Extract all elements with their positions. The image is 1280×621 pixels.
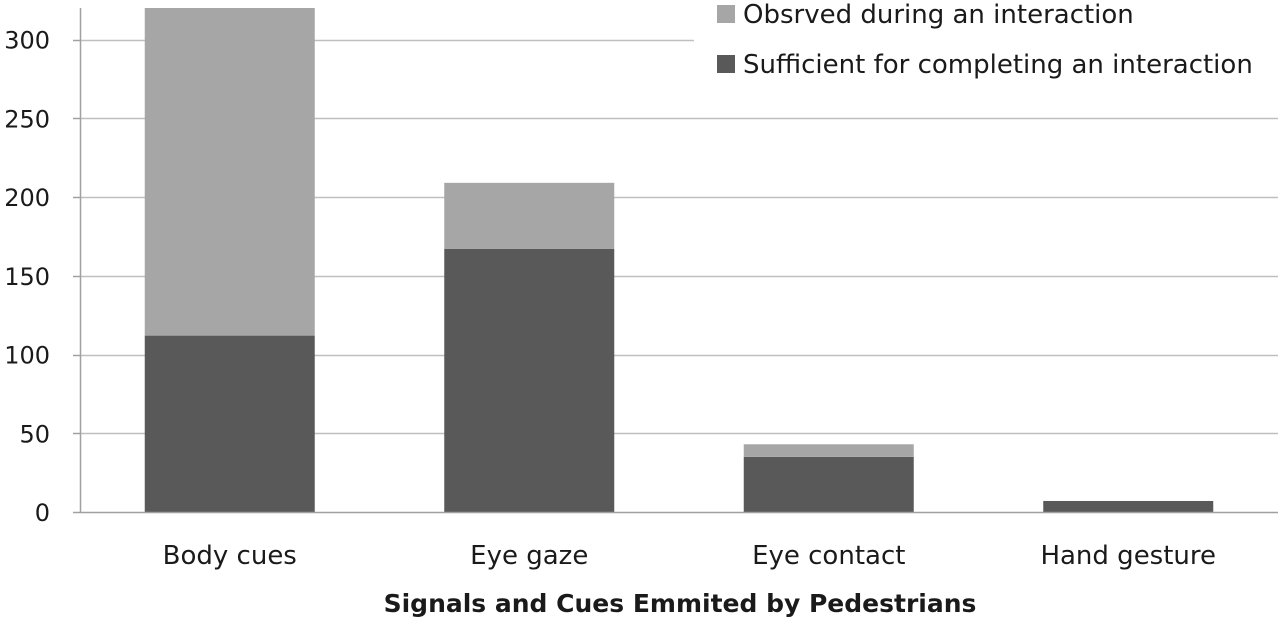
- bar-segment: [444, 182, 615, 249]
- y-tick-label: 50: [19, 420, 50, 448]
- bar-segment: [444, 248, 615, 512]
- legend-label: Sufficient for completing an interaction: [743, 50, 1253, 80]
- legend-background: [694, 0, 1280, 88]
- x-tick-label: Body cues: [163, 541, 297, 571]
- bar-segment: [1043, 500, 1214, 512]
- x-axis-title: Signals and Cues Emmited by Pedestrians: [384, 589, 977, 618]
- axes: [73, 8, 1278, 514]
- x-tick-label: Eye gaze: [470, 541, 588, 571]
- y-tick-labels: 0 50 100 150 200 250 300: [4, 27, 50, 528]
- legend: Obsrved during an interaction Sufficient …: [694, 0, 1280, 88]
- bar-segment: [144, 335, 315, 512]
- legend-swatch: [717, 5, 735, 23]
- x-tick-label: Hand gesture: [1040, 541, 1216, 571]
- bar-segment: [743, 456, 914, 512]
- y-tick-label: 300: [4, 27, 50, 55]
- legend-swatch: [717, 55, 735, 73]
- y-tick-label: 0: [35, 499, 50, 527]
- bar-segment: [144, 8, 315, 336]
- bars: [144, 8, 1214, 512]
- x-tick-label: Eye contact: [752, 541, 905, 571]
- y-tick-label: 250: [4, 105, 50, 133]
- legend-label: Obsrved during an interaction: [743, 0, 1134, 30]
- bar-segment: [743, 444, 914, 457]
- y-tick-label: 150: [4, 263, 50, 291]
- y-tick-label: 100: [4, 342, 50, 370]
- x-tick-labels: Body cues Eye gaze Eye contact Hand gesture: [163, 541, 1216, 571]
- y-tick-label: 200: [4, 184, 50, 212]
